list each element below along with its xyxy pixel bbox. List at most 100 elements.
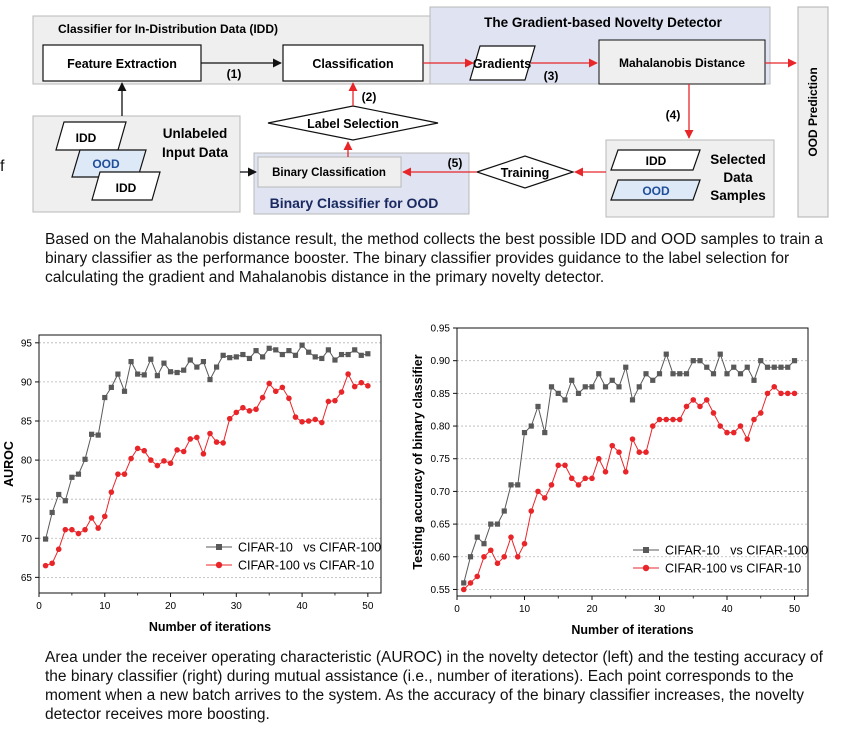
chart-1-series-1-point xyxy=(481,553,487,560)
chart-0-xtick-label: 30 xyxy=(231,601,243,612)
chart-1-series-0-point xyxy=(602,384,609,390)
chart-0-series-0-point xyxy=(174,369,180,376)
chart-0-ytick-label: 95 xyxy=(21,338,33,349)
chart-0-series-0-point xyxy=(319,355,325,362)
chart-1-legend-1-label: CIFAR-100 vs CIFAR-10 xyxy=(665,562,801,576)
chart-0-series-1-point xyxy=(200,451,207,457)
chart-1-series-1-point xyxy=(575,482,582,488)
chart-0-series-1-point xyxy=(220,440,226,446)
chart-0-series-1-point xyxy=(351,383,358,390)
idd-card-1-label: IDD xyxy=(76,131,97,145)
classification-label: Classification xyxy=(312,57,393,71)
chart-1-series-1-point xyxy=(541,495,548,501)
chart-0-series-0-point xyxy=(121,388,128,394)
chart-1-xtick-label: 0 xyxy=(454,604,460,615)
chart-0-series-1-point xyxy=(286,395,292,402)
chart-1-xtick-label: 50 xyxy=(789,604,801,615)
chart-1-legend-0-marker xyxy=(643,547,649,553)
chart-0-series-1-point xyxy=(95,525,101,531)
chart-1-series-1-point xyxy=(602,469,609,475)
chart-0-series-1-point xyxy=(305,418,312,424)
chart-1-ytick-label: 0.65 xyxy=(431,520,451,531)
chart-0-series-1-point xyxy=(82,526,88,533)
chart-1-series-1-point xyxy=(764,390,771,397)
chart-0-ytick-label: 75 xyxy=(21,495,33,506)
chart-1-series-0-point xyxy=(717,351,723,357)
chart-0-series-0-point xyxy=(128,358,134,365)
chart-0-plot-frame xyxy=(38,334,382,594)
chart-1-series-1-point xyxy=(589,475,595,482)
chart-1-series-1-point xyxy=(582,475,589,482)
chart-0-series-1-point xyxy=(319,419,325,426)
chart-1-series-0-point xyxy=(481,541,487,547)
idd-card-2 xyxy=(91,171,161,201)
chart-0-series-1-point xyxy=(246,408,253,414)
chart-1-series-0-point xyxy=(677,371,683,377)
chart-0-series-1-point xyxy=(161,458,167,464)
chart-0-series-1-point xyxy=(279,384,286,391)
chart-1-series-0-point xyxy=(474,534,480,540)
chart-1-series-1-point xyxy=(616,449,622,455)
step-1-label: (1) xyxy=(227,67,242,81)
chart-1-ytick-label: 0.80 xyxy=(431,422,451,433)
chart-0-series-1-point xyxy=(266,380,272,387)
chart-1-series-0-point xyxy=(575,390,582,396)
chart-0-legend-0-label: CIFAR-10 vs CIFAR-100 xyxy=(238,541,381,555)
selected-title-line2: Data xyxy=(723,170,753,185)
chart-1-series-1-point xyxy=(508,534,514,540)
chart-0-ytick-label: 85 xyxy=(21,417,33,428)
idd-classifier-title: Classifier for In-Distribution Data (IDD… xyxy=(58,22,278,36)
chart-1-series-1-point xyxy=(690,397,697,403)
chart-1-series-0-point xyxy=(508,482,514,488)
chart-1-series-0-point xyxy=(589,384,595,390)
chart-0-series-0-point xyxy=(306,349,312,355)
chart-0-series-1-point xyxy=(299,418,305,425)
chart-1-series-1-point xyxy=(568,475,575,482)
gradients-label: Gradients xyxy=(473,57,531,71)
chart-1-series-0-point xyxy=(656,371,663,377)
chart-1-ytick-label: 0.70 xyxy=(431,487,451,498)
chart-0-series-1-point xyxy=(332,397,338,404)
chart-0-series-0-point xyxy=(338,351,345,358)
chart-0-series-0-point xyxy=(49,509,55,516)
chart-1-series-1-point xyxy=(467,580,474,586)
chart-0-series-0-point xyxy=(115,371,121,377)
chart-1-series-1-point xyxy=(670,416,676,423)
chart-1-series-1-point xyxy=(460,586,467,593)
chart-0-series-0-point xyxy=(69,474,75,480)
binary-classification-label: Binary Classification xyxy=(272,167,386,179)
chart-0-series-0-point xyxy=(279,351,285,358)
step-5-label: (5) xyxy=(448,156,463,170)
chart-1-series-1-point xyxy=(474,573,481,580)
chart-1-plot-frame xyxy=(456,327,809,597)
pipeline-diagram: Classifier for In-Distribution Data (IDD… xyxy=(32,6,829,218)
chart-0-series-0-point xyxy=(312,354,318,360)
chart-0-series-1-point xyxy=(128,455,134,462)
chart-1-series-0-point xyxy=(744,364,750,370)
chart-0-series-1-point xyxy=(108,489,115,495)
chart-1-ytick-label: 0.60 xyxy=(431,552,451,563)
chart-1-series-0-point xyxy=(521,429,528,436)
chart-1-series-0-point xyxy=(771,364,777,370)
gradients-parallelogram xyxy=(469,45,536,81)
auroc-chart: 65 70 75 80 85 90 95 0 10 20 30 40 50 CIFAR-10 vs CIF… xyxy=(2,334,382,634)
chart-1-series-0-point xyxy=(697,358,703,364)
chart-0-xtick-label: 10 xyxy=(99,601,111,612)
chart-1-series-0-point xyxy=(663,351,669,357)
chart-1-ytick-label: 0.85 xyxy=(431,389,451,400)
chart-1-series-0-point xyxy=(791,358,798,364)
chart-1-series-1-point xyxy=(683,403,690,410)
chart-1-series-0-point xyxy=(555,390,561,396)
chart-1-series-1-point xyxy=(501,553,508,560)
chart-0-xtick-label: 0 xyxy=(36,601,42,612)
chart-1-series-1-point xyxy=(791,390,798,397)
binary-classification-box xyxy=(257,156,402,188)
chart-0-series-0-point xyxy=(240,351,246,358)
chart-0-series-1-point xyxy=(213,439,220,445)
chart-0-legend-1-label: CIFAR-100 vs CIFAR-10 xyxy=(238,559,374,573)
chart-1-legend-1-marker xyxy=(642,564,650,572)
chart-0-series-0-point xyxy=(167,369,174,375)
chart-1-ytick-label: 0.55 xyxy=(431,585,451,596)
chart-1-series-0-point xyxy=(737,371,744,377)
mahalanobis-box xyxy=(598,39,766,85)
